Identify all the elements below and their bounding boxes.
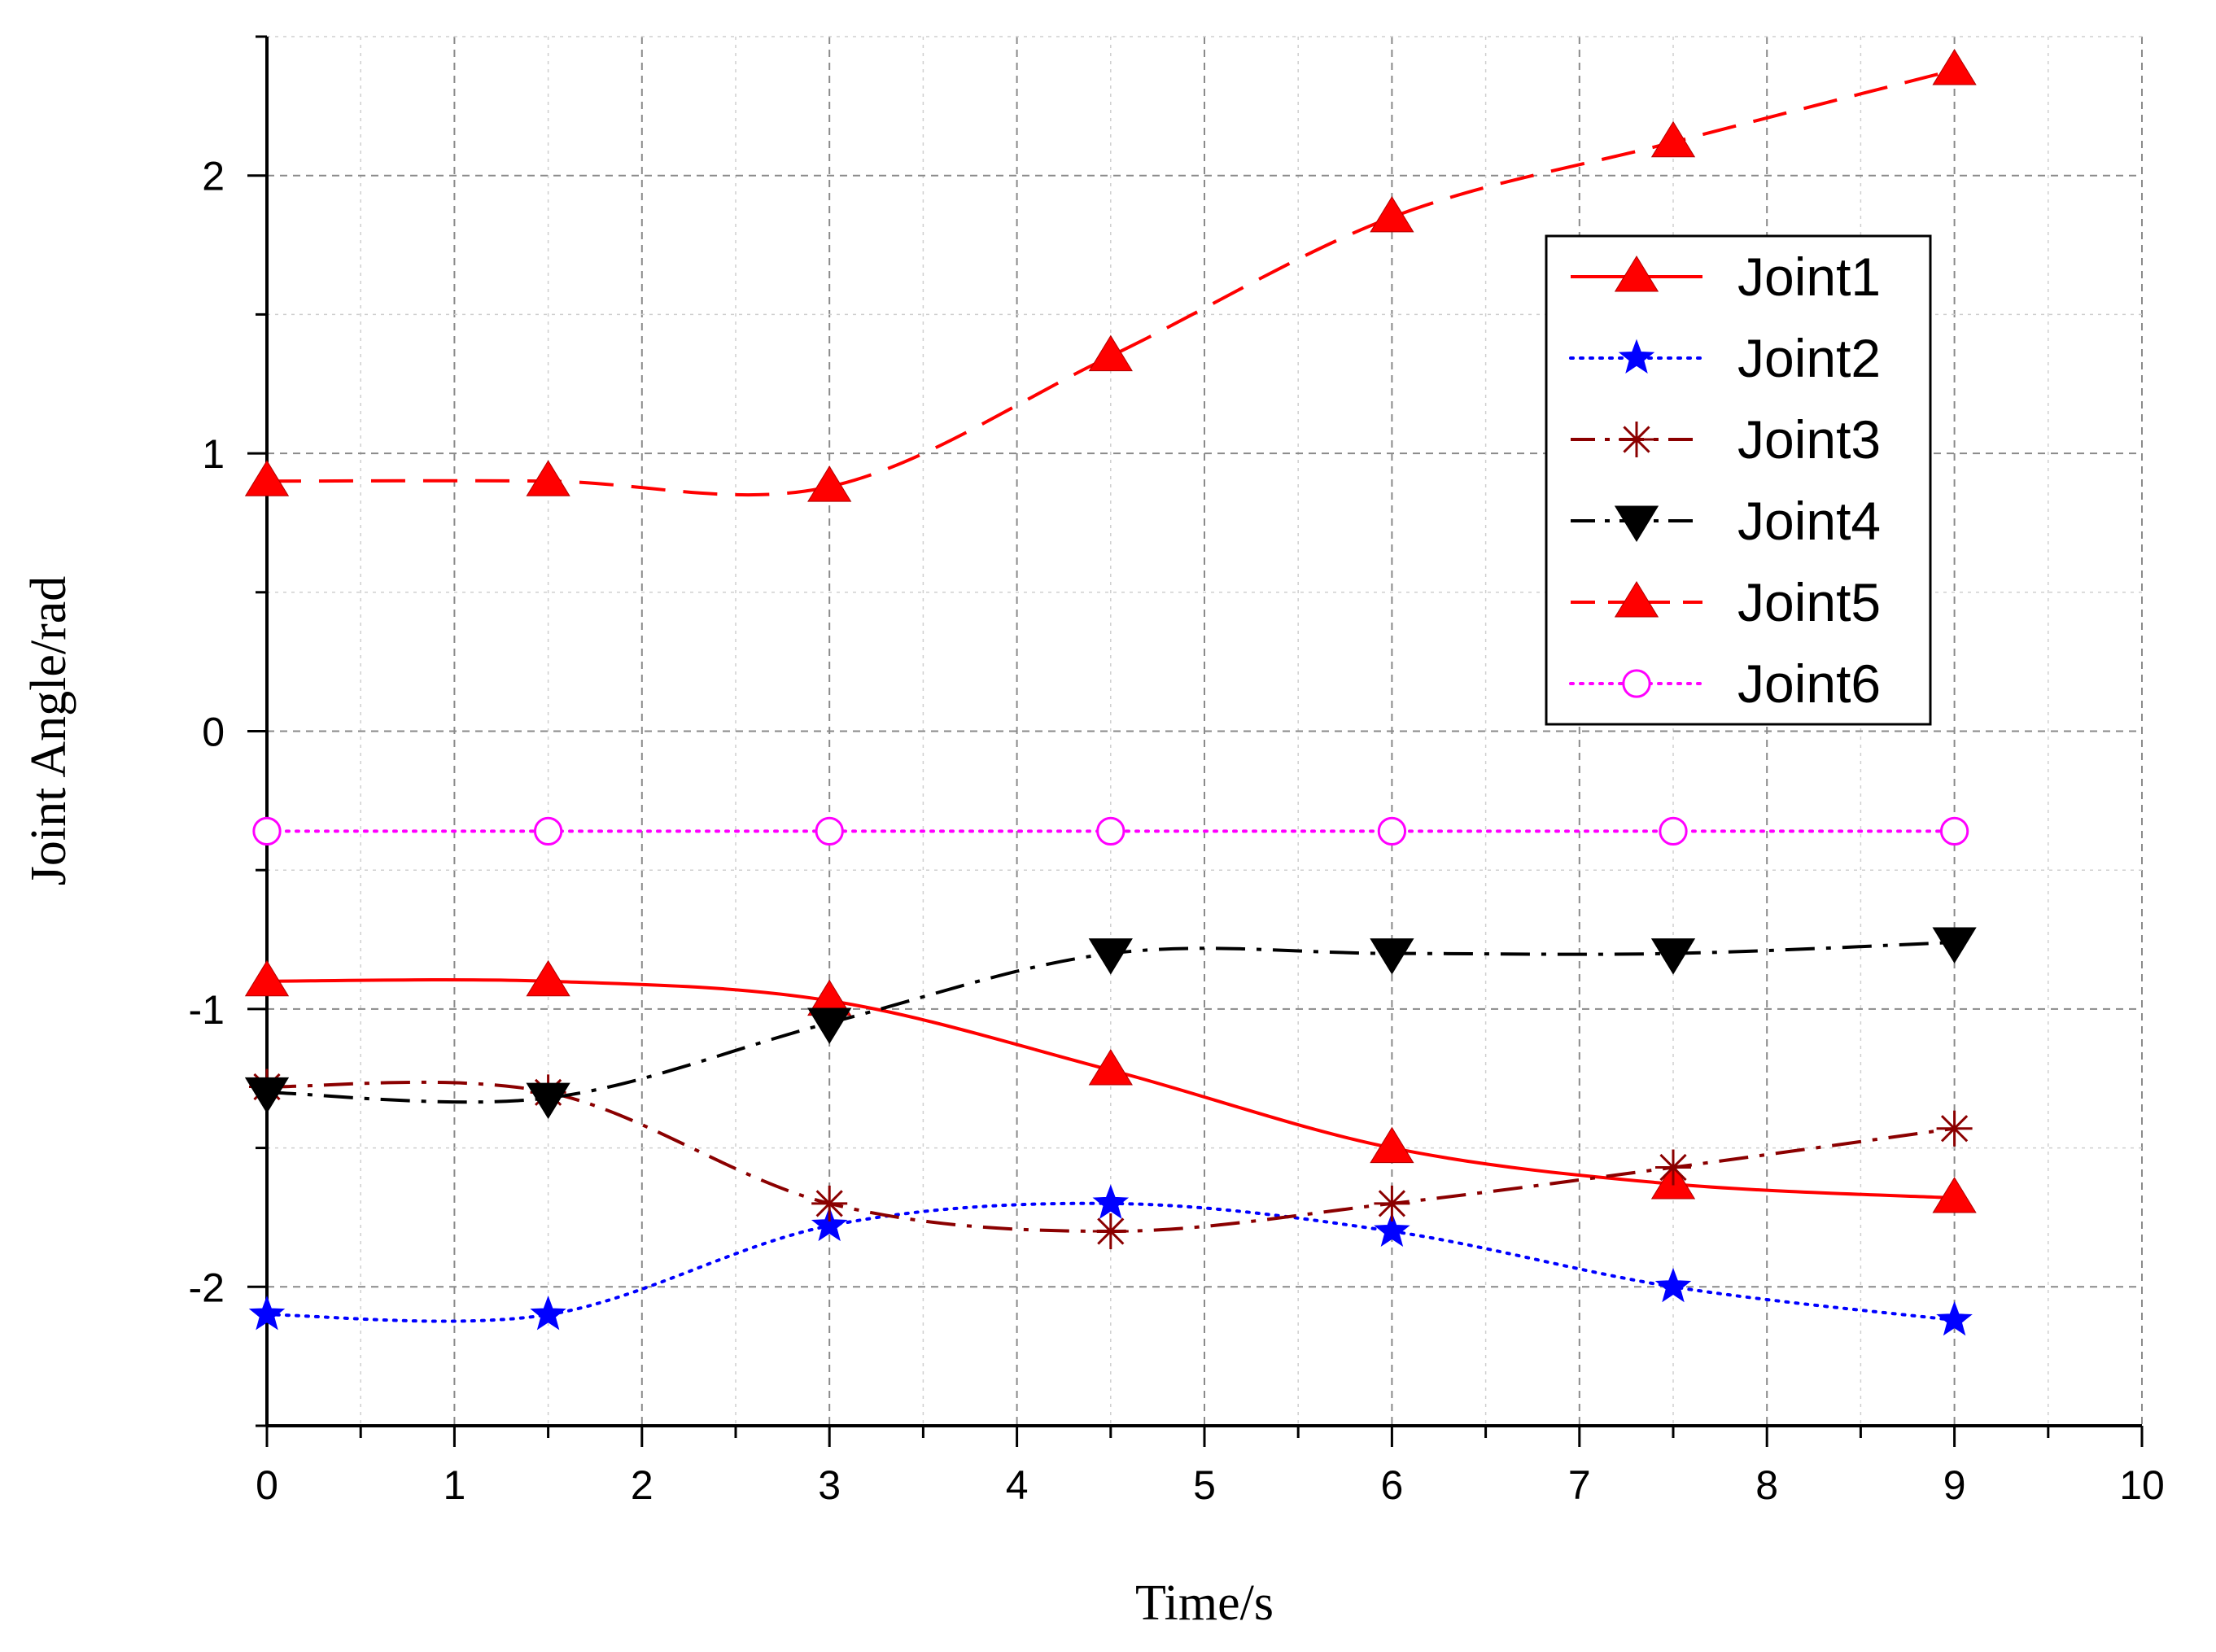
marker-joint6-4 xyxy=(1377,816,1407,846)
legend-label-joint5: Joint5 xyxy=(1737,572,1881,632)
x-tick-label: 2 xyxy=(631,1462,653,1508)
y-tick-label: -2 xyxy=(189,1265,225,1310)
marker-joint4-1 xyxy=(526,1082,570,1120)
y-axis-title: Joint Angle/rad xyxy=(21,576,76,886)
x-tick-label: 4 xyxy=(1006,1462,1029,1508)
legend-marker-joint6 xyxy=(1622,669,1651,698)
legend-label-joint6: Joint6 xyxy=(1737,653,1881,714)
asterisk-stroke xyxy=(1097,1217,1125,1245)
marker-joint4-6 xyxy=(1932,927,1977,964)
x-tick-label: 0 xyxy=(256,1462,278,1508)
marker-joint5-3 xyxy=(1088,334,1133,372)
marker-joint5-4 xyxy=(1370,195,1414,233)
x-tick-label: 1 xyxy=(443,1462,465,1508)
marker-joint2-2 xyxy=(811,1206,848,1242)
marker-joint2-6 xyxy=(1936,1300,1973,1336)
asterisk-stroke xyxy=(1623,426,1650,453)
legend-marker-joint2 xyxy=(1618,339,1655,374)
marker-joint5-2 xyxy=(807,465,852,502)
marker-joint4-4 xyxy=(1370,938,1414,975)
legend-marker-joint1 xyxy=(1614,256,1659,292)
asterisk-stroke xyxy=(1659,1153,1687,1182)
marker-joint1-1 xyxy=(526,959,570,997)
asterisk-stroke xyxy=(815,1190,843,1217)
legend-box xyxy=(1545,234,1932,726)
marker-joint3-6 xyxy=(1936,1110,1973,1147)
marker-joint2-1 xyxy=(530,1295,566,1331)
marker-joint5-1 xyxy=(526,460,570,496)
x-axis-title: Time/s xyxy=(1135,1576,1274,1631)
marker-joint4-3 xyxy=(1088,938,1133,975)
marker-joint2-5 xyxy=(1654,1267,1692,1303)
y-tick-label: 0 xyxy=(202,710,225,755)
legend-marker-joint3 xyxy=(1619,422,1654,457)
marker-joint3-4 xyxy=(1374,1185,1410,1222)
marker-joint5-0 xyxy=(244,460,290,496)
marker-joint3-3 xyxy=(1092,1213,1129,1250)
legend-label-joint3: Joint3 xyxy=(1737,409,1881,470)
legend-label-joint1: Joint1 xyxy=(1737,247,1881,307)
marker-joint5-6 xyxy=(1932,49,1977,85)
marker-joint6-1 xyxy=(533,816,563,846)
marker-joint1-4 xyxy=(1370,1126,1414,1164)
y-tick-label: -1 xyxy=(189,987,225,1033)
x-tick-label: 5 xyxy=(1193,1462,1216,1508)
x-tick-label: 9 xyxy=(1943,1462,1966,1508)
marker-joint6-6 xyxy=(1939,816,1969,846)
legend: Joint1 Joint2 Joint3 Joint4 Joint5 Joint6 xyxy=(1545,234,1932,726)
legend-marker-joint4 xyxy=(1614,505,1659,542)
x-tick-label: 7 xyxy=(1568,1462,1591,1508)
x-tick-label: 3 xyxy=(818,1462,841,1508)
y-tick-label: 1 xyxy=(202,431,225,477)
marker-joint1-3 xyxy=(1088,1049,1133,1086)
legend-marker-joint5 xyxy=(1614,581,1659,618)
series-markers xyxy=(244,49,1977,1336)
marker-joint6-5 xyxy=(1659,816,1688,846)
marker-joint2-3 xyxy=(1092,1184,1130,1219)
marker-joint6-0 xyxy=(252,816,282,846)
marker-joint4-5 xyxy=(1650,938,1696,975)
marker-joint4-0 xyxy=(244,1077,290,1114)
legend-label-joint4: Joint4 xyxy=(1737,491,1881,551)
marker-joint4-2 xyxy=(807,1007,852,1044)
marker-joint2-4 xyxy=(1374,1212,1410,1247)
marker-joint6-3 xyxy=(1096,816,1125,846)
x-tick-label: 10 xyxy=(2119,1462,2165,1508)
x-tick-label: 6 xyxy=(1380,1462,1403,1508)
marker-joint3-5 xyxy=(1655,1149,1691,1186)
marker-joint5-5 xyxy=(1650,120,1696,158)
marker-joint6-2 xyxy=(815,816,844,846)
legend-label-joint2: Joint2 xyxy=(1737,328,1881,388)
y-tick-label: 2 xyxy=(202,154,225,199)
asterisk-stroke xyxy=(1378,1190,1406,1217)
marker-joint3-2 xyxy=(811,1185,848,1222)
x-tick-label: 8 xyxy=(1755,1462,1778,1508)
marker-joint1-6 xyxy=(1932,1177,1977,1213)
axes: 0 1 2 3 4 5 6 7 8 9 10 -2 -1 0 1 2 xyxy=(189,35,2165,1508)
asterisk-stroke xyxy=(1940,1115,1969,1143)
marker-joint1-0 xyxy=(244,959,290,997)
marker-joint2-0 xyxy=(248,1295,286,1331)
grid-lines xyxy=(267,36,2143,1426)
